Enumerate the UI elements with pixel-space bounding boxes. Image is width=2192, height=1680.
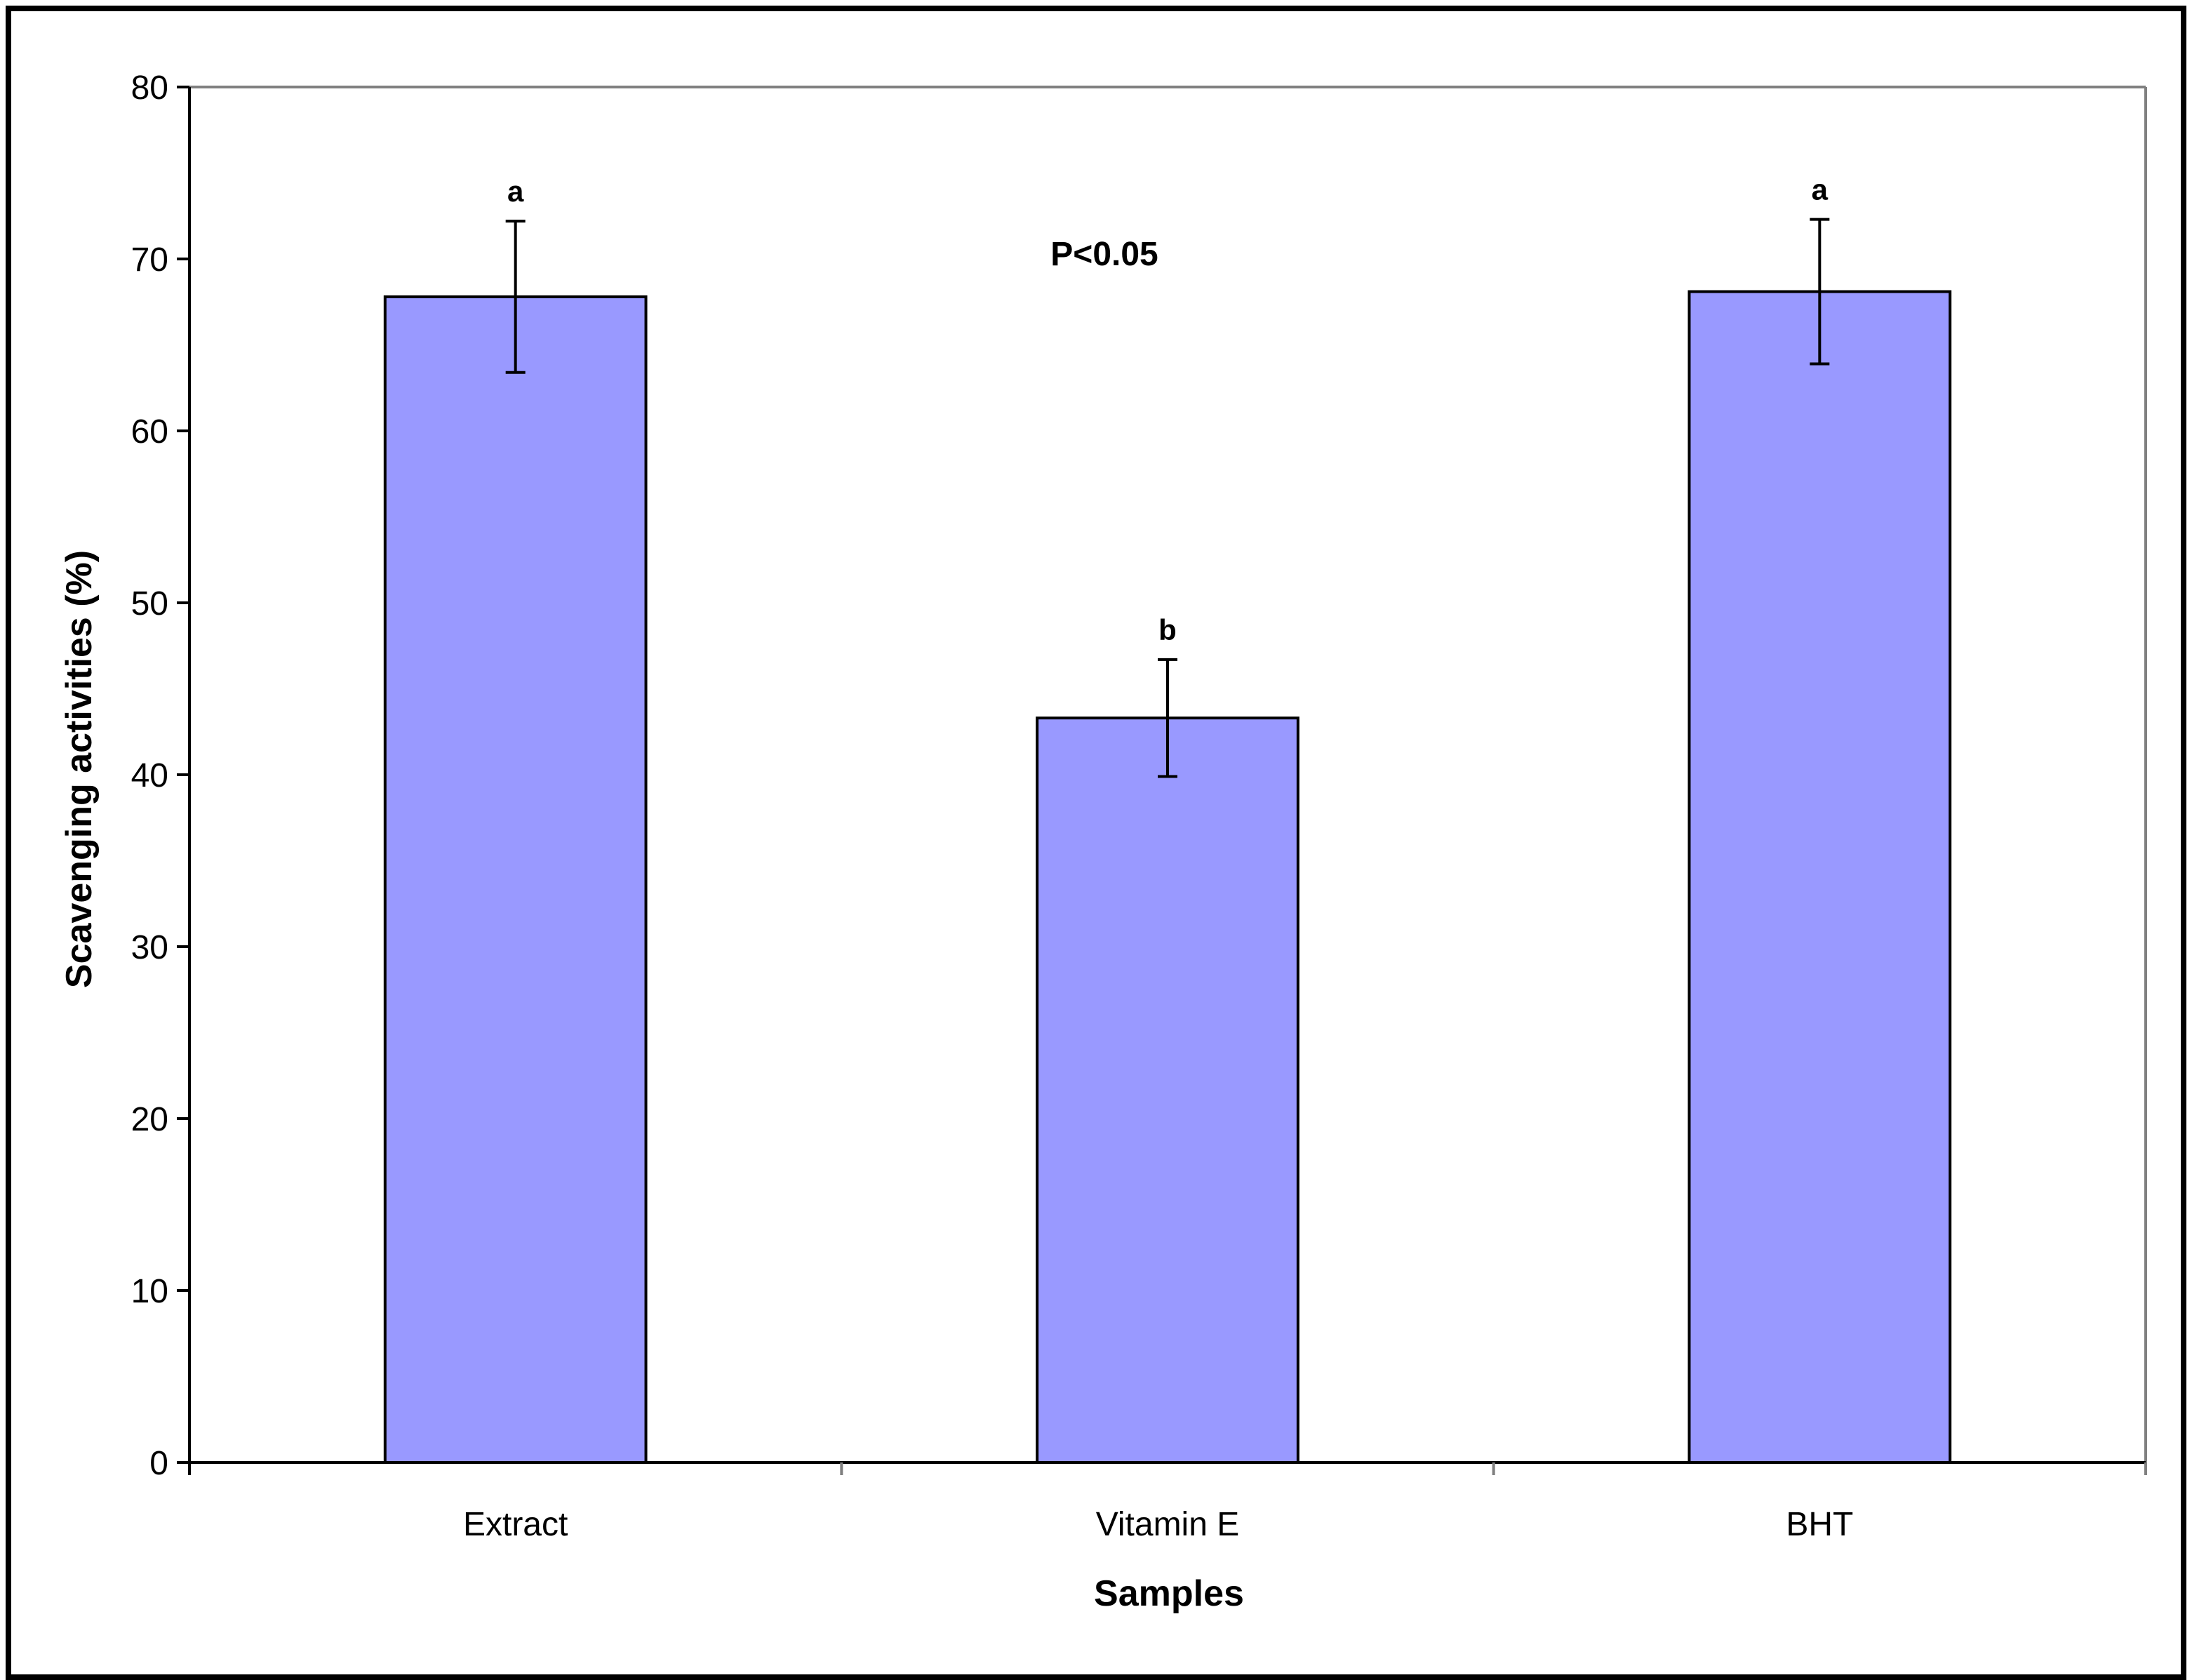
x-tick-label: BHT (1786, 1506, 1853, 1543)
y-tick-label: 20 (131, 1101, 168, 1138)
y-tick-label: 80 (131, 69, 168, 107)
y-tick-label: 10 (131, 1273, 168, 1310)
bar-vitamin-e (1036, 716, 1299, 1464)
y-tick-label: 0 (149, 1445, 168, 1482)
y-tick-label: 50 (131, 585, 168, 622)
y-tick-label: 70 (131, 241, 168, 279)
bar-bht (1688, 290, 1952, 1464)
x-tick-label: Extract (463, 1506, 568, 1543)
x-axis-title: Samples (1094, 1573, 1244, 1614)
y-axis-title: Scavenging activities (%) (59, 550, 100, 988)
significance-letter: a (1812, 173, 1829, 206)
x-tick-label: Vitamin E (1096, 1506, 1240, 1543)
significance-letter: a (507, 175, 524, 208)
y-tick-label: 60 (131, 413, 168, 451)
y-tick-label: 40 (131, 757, 168, 794)
y-tick-label: 30 (131, 929, 168, 966)
annotation-p-value: P<0.05 (1050, 236, 1158, 273)
significance-letter: b (1158, 613, 1177, 646)
bar-extract (383, 295, 648, 1464)
